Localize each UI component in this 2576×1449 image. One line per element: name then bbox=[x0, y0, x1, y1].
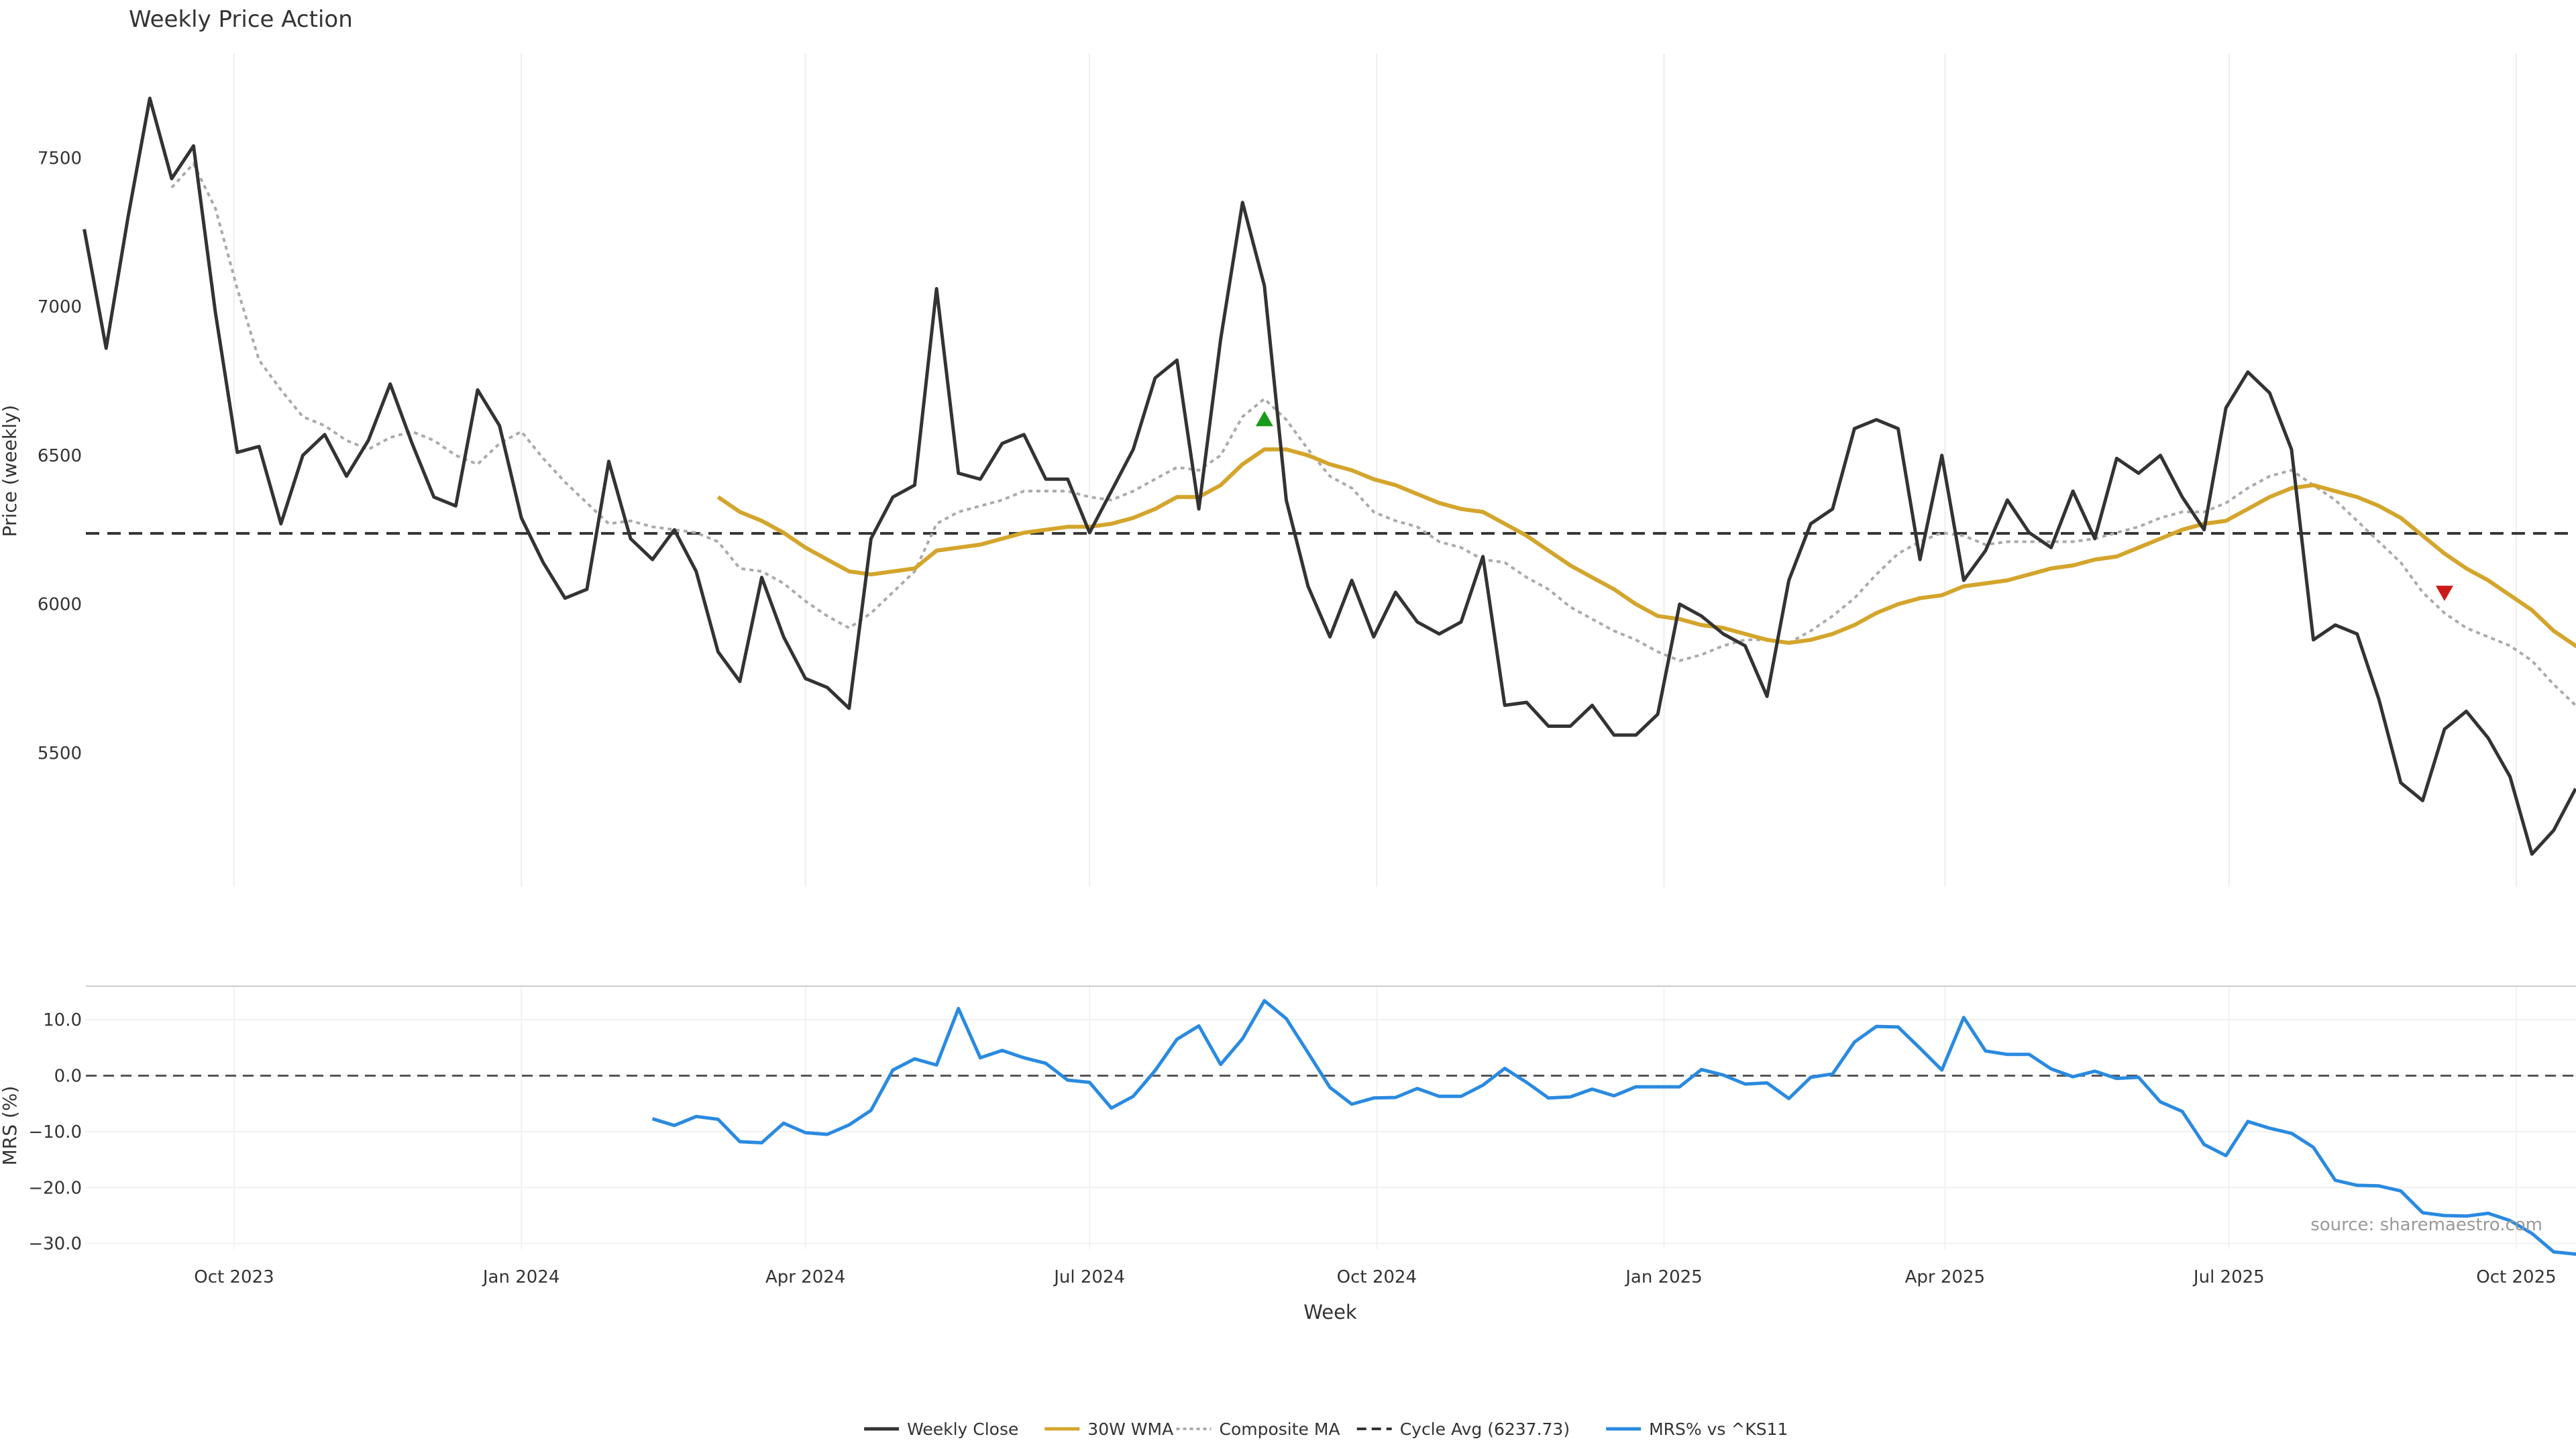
price-y-tick-label: 7000 bbox=[38, 297, 82, 317]
mrs-y-tick-label: −20.0 bbox=[28, 1178, 82, 1198]
x-axis-label: Week bbox=[1303, 1301, 1357, 1324]
x-tick-label: Oct 2025 bbox=[2476, 1267, 2556, 1287]
price-panel: 5500 6000 6500 7000 7500 bbox=[38, 54, 2576, 887]
sell-signal-marker bbox=[2435, 586, 2453, 601]
x-tick-label: Oct 2024 bbox=[1337, 1267, 1417, 1287]
weekly-close-line bbox=[83, 97, 2576, 856]
x-tick-label: Jul 2025 bbox=[2192, 1267, 2265, 1287]
x-tick-label: Jan 2025 bbox=[1624, 1267, 1703, 1287]
legend-label: Cycle Avg (6237.73) bbox=[1400, 1419, 1570, 1439]
legend: Weekly Close 30W WMA Composite MA Cycle Avg… bbox=[864, 1419, 1788, 1439]
legend-label: MRS% vs ^KS11 bbox=[1649, 1419, 1788, 1439]
wma-30w-line bbox=[716, 447, 2576, 649]
x-axis: Oct 2023 Jan 2024 Apr 2024 Jul 2024 Oct 2024… bbox=[194, 1267, 2556, 1287]
price-y-tick-label: 6500 bbox=[38, 446, 82, 466]
chart-title: Weekly Price Action bbox=[129, 6, 353, 33]
x-tick-label: Apr 2024 bbox=[765, 1267, 845, 1287]
price-y-tick-label: 7500 bbox=[38, 148, 82, 168]
legend-label: 30W WMA bbox=[1087, 1419, 1173, 1439]
price-y-tick-label: 5500 bbox=[38, 743, 82, 763]
mrs-y-tick-label: −10.0 bbox=[28, 1122, 82, 1142]
legend-label: Composite MA bbox=[1220, 1419, 1340, 1439]
mrs-line bbox=[651, 999, 2576, 1256]
y-axis-label-price: Price (weekly) bbox=[0, 405, 21, 537]
legend-label: Weekly Close bbox=[907, 1419, 1018, 1439]
mrs-y-tick-label: 0.0 bbox=[54, 1066, 82, 1086]
x-tick-label: Apr 2025 bbox=[1905, 1267, 1985, 1287]
buy-signal-marker bbox=[1255, 411, 1273, 427]
price-y-tick-label: 6000 bbox=[38, 595, 82, 615]
mrs-y-tick-label: −30.0 bbox=[28, 1234, 82, 1254]
x-tick-label: Jul 2024 bbox=[1053, 1267, 1125, 1287]
x-tick-label: Oct 2023 bbox=[194, 1267, 274, 1287]
x-tick-label: Jan 2024 bbox=[482, 1267, 560, 1287]
composite-ma-line bbox=[170, 161, 2576, 707]
mrs-panel: 10.0 0.0 −10.0 −20.0 −30.0 bbox=[28, 985, 2576, 1256]
y-axis-label-mrs: MRS (%) bbox=[0, 1086, 21, 1166]
source-note: source: sharemaestro.com bbox=[2310, 1215, 2542, 1235]
mrs-y-tick-label: 10.0 bbox=[43, 1010, 82, 1030]
